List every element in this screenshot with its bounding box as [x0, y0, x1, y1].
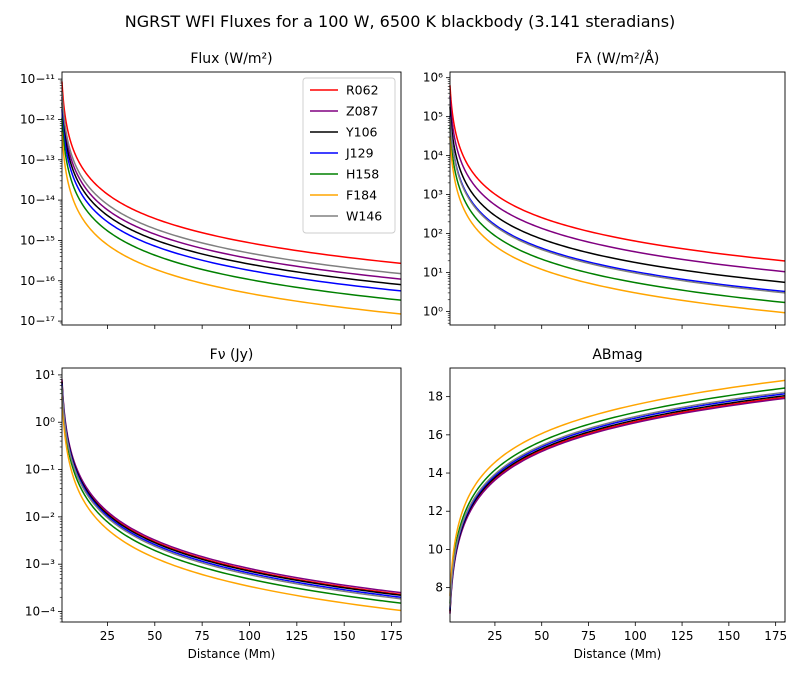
- y-tick-label: 10−¹³: [20, 153, 55, 167]
- series-group: [61, 81, 402, 315]
- y-tick-label: 10−¹⁶: [20, 274, 55, 288]
- axes-frame: [61, 367, 402, 623]
- chart-panel-1: Flux (W/m²)10−¹⁷10−¹⁶10−¹⁵10−¹⁴10−¹³10−¹…: [20, 51, 402, 329]
- y-tick-label: 10: [428, 542, 443, 556]
- series-line-y106: [61, 381, 402, 597]
- x-tick-label: 175: [764, 629, 787, 643]
- series-line-w146: [61, 385, 402, 600]
- y-axis: 10−⁴ 10−³ 10−² 10−¹ 10⁰ 10¹: [25, 368, 62, 623]
- y-tick-label: 10−¹: [25, 463, 55, 477]
- chart-title: Flux (W/m²): [190, 51, 272, 67]
- y-axis: 10−¹⁷ 10−¹⁶ 10−¹⁵ 10−¹⁴ 10−¹³ 10−¹² 10−¹¹: [20, 72, 62, 328]
- chart-title: ABmag: [592, 347, 642, 363]
- series-line-r062: [449, 85, 786, 262]
- series-line-w146: [449, 117, 786, 294]
- legend-label-y106: Y106: [345, 125, 378, 140]
- series-line-f184: [61, 397, 402, 612]
- series-line-j129: [61, 383, 402, 599]
- y-tick-label: 10−¹⁵: [20, 233, 55, 247]
- y-axis: 10⁰ 10¹ 10² 10³ 10⁴ 10⁵ 10⁶: [423, 71, 450, 324]
- x-axis: 25 50 75 100 125 150 175 Distance (Mm): [100, 622, 403, 661]
- legend-label-f184: F184: [346, 188, 377, 203]
- y-tick-label: 10²: [423, 227, 443, 241]
- legend-label-z087: Z087: [346, 104, 378, 119]
- y-tick-label: 10−¹⁴: [20, 193, 55, 207]
- y-tick-label: 10−¹⁷: [20, 314, 55, 328]
- x-tick-label: 50: [147, 629, 162, 643]
- figure-suptitle: NGRST WFI Fluxes for a 100 W, 6500 K bla…: [125, 12, 676, 31]
- legend-label-w146: W146: [346, 209, 382, 224]
- y-tick-label: 10−¹¹: [20, 72, 55, 86]
- series-line-z087: [61, 379, 402, 594]
- y-tick-label: 14: [428, 466, 443, 480]
- x-axis: 25 50 75 100 125 150 175 Distance (Mm): [487, 622, 787, 661]
- x-axis-label: Distance (Mm): [188, 647, 276, 661]
- chart-panel-2: Fλ (W/m²/Å) 10⁰ 10¹ 10² 10³ 10⁴ 10⁵ 10⁶: [423, 50, 786, 329]
- y-tick-label: 10⁴: [423, 149, 443, 163]
- x-tick-label: 25: [100, 629, 115, 643]
- x-tick-label: 175: [380, 629, 403, 643]
- series-line-j129: [449, 115, 786, 293]
- legend-label-r062: R062: [346, 83, 379, 98]
- x-tick-label: 100: [238, 629, 261, 643]
- y-tick-label: 16: [428, 428, 443, 442]
- chart-title: Fν (Jy): [210, 347, 254, 363]
- series-line-f184: [61, 131, 402, 315]
- y-tick-label: 10³: [423, 188, 443, 202]
- series-line-f184: [449, 379, 786, 596]
- series-line-r062: [449, 396, 786, 613]
- y-tick-label: 12: [428, 504, 443, 518]
- axes-frame: [449, 367, 786, 623]
- axes-frame: [61, 71, 402, 326]
- series-line-w146: [449, 391, 786, 608]
- x-tick-label: 25: [487, 629, 502, 643]
- y-tick-label: 10¹: [423, 266, 443, 280]
- legend-label-h158: H158: [346, 167, 379, 182]
- y-tick-label: 10−¹²: [20, 112, 55, 126]
- series-line-h158: [61, 117, 402, 301]
- series-line-f184: [449, 137, 786, 314]
- y-tick-label: 18: [428, 390, 443, 404]
- series-group: [449, 85, 786, 314]
- chart-panel-3: Fν (Jy) 25 50 75 100 125 150 175 Distance (Mm) 10…: [25, 347, 403, 661]
- series-line-y106: [449, 394, 786, 612]
- x-axis: [107, 325, 392, 329]
- series-line-z087: [449, 397, 786, 614]
- x-tick-label: 75: [195, 629, 210, 643]
- x-tick-label: 125: [285, 629, 308, 643]
- x-tick-label: 50: [534, 629, 549, 643]
- series-group: [449, 379, 786, 614]
- y-tick-label: 10−⁴: [25, 605, 55, 619]
- x-tick-label: 150: [333, 629, 356, 643]
- x-tick-label: 150: [717, 629, 740, 643]
- y-tick-label: 10¹: [35, 368, 55, 382]
- chart-title: Fλ (W/m²/Å): [576, 50, 660, 67]
- y-tick-label: 10⁰: [423, 304, 443, 318]
- y-tick-label: 10−²: [25, 510, 55, 524]
- chart-panel-4: ABmag 25 50 75 100 125 150 175 Distance (Mm) 8 10 1…: [428, 347, 787, 661]
- legend-label-j129: J129: [345, 146, 374, 161]
- y-tick-label: 10⁰: [35, 415, 55, 429]
- x-tick-label: 125: [671, 629, 694, 643]
- y-tick-label: 8: [435, 581, 443, 595]
- y-tick-label: 10⁶: [423, 71, 443, 85]
- x-axis-label: Distance (Mm): [574, 647, 662, 661]
- y-axis: 8 10 12 14 16 18: [428, 390, 450, 595]
- series-line-w146: [61, 91, 402, 275]
- legend: R062 Z087 Y106 J129 H158 F184 W146: [302, 77, 396, 234]
- y-tick-label: 10⁵: [423, 110, 443, 124]
- x-tick-label: 75: [581, 629, 596, 643]
- x-axis: [494, 325, 777, 329]
- y-tick-label: 10−³: [25, 557, 55, 571]
- series-line-z087: [449, 95, 786, 273]
- x-tick-label: 100: [624, 629, 647, 643]
- series-line-r062: [61, 380, 402, 596]
- series-group: [61, 379, 402, 612]
- series-line-h158: [449, 126, 786, 304]
